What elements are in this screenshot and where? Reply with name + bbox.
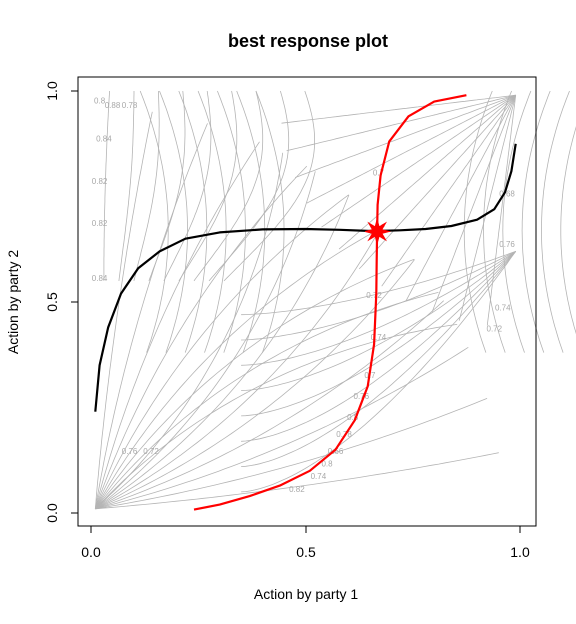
best-response-line-1: [94, 143, 517, 412]
contour-line-34: [163, 90, 212, 282]
contour-line-27: [431, 95, 517, 313]
contour-label-14: 0.8: [347, 413, 359, 422]
contour-line-38: [223, 90, 315, 282]
contour-line-32: [133, 90, 160, 281]
contour-line-56: [241, 251, 516, 417]
contour-line-26: [405, 95, 517, 301]
contour-line-6: [95, 194, 350, 510]
contour-line-7: [95, 171, 316, 510]
contour-line-19: [286, 94, 516, 152]
contour-line-28: [458, 95, 517, 321]
contour-lines: [94, 90, 576, 510]
contour-line-20: [294, 94, 516, 178]
contour-line-43: [217, 90, 246, 353]
contour-line-41: [236, 90, 266, 353]
contour-label-2: 0.78: [122, 101, 138, 110]
contour-line-1: [95, 398, 488, 510]
contour-label-3: 0.84: [96, 135, 112, 144]
contour-line-18: [281, 94, 516, 124]
contour-line-54: [241, 251, 517, 467]
contour-label-1: 0.88: [105, 101, 121, 110]
contour-line-45: [197, 90, 227, 353]
contour-line-21: [306, 94, 516, 204]
contour-line-10: [94, 292, 439, 510]
y-axis: 0.0 0.5 1.0: [44, 81, 78, 523]
contour-line-57: [241, 251, 516, 391]
contour-label-4: 0.82: [92, 177, 108, 186]
contour-label-22: 0.74: [495, 303, 511, 312]
contour-label-20: 0.68: [499, 190, 515, 199]
contour-line-16: [94, 123, 208, 509]
contour-line-8: [95, 152, 284, 510]
contour-line-31: [118, 91, 135, 281]
contour-line-30: [103, 90, 110, 281]
contour-line-33: [148, 90, 186, 282]
contour-line-42: [483, 90, 512, 353]
contour-line-53: [241, 251, 517, 493]
y-tick-label-0: 0.0: [44, 503, 60, 523]
contour-line-13: [94, 194, 349, 509]
contour-label-11: 0.74: [371, 333, 387, 342]
contour-line-4: [95, 259, 415, 510]
contour-line-12: [94, 225, 385, 509]
x-axis-label: Action by party 1: [254, 586, 358, 602]
contour-line-36: [193, 90, 264, 282]
contour-line-39: [255, 90, 285, 353]
contour-label-16: 0.66: [328, 447, 344, 456]
contour-line-44: [502, 90, 532, 353]
contour-line-50: [560, 126, 576, 335]
contour-label-17: 0.8: [321, 460, 333, 469]
y-axis-label: Action by party 2: [5, 250, 21, 354]
contour-line-51: [139, 90, 169, 353]
contour-line-29: [486, 95, 517, 326]
contour-label-18: 0.74: [311, 472, 327, 481]
contour-line-58: [241, 251, 516, 366]
y-tick-label-2: 1.0: [44, 81, 60, 101]
contour-line-49: [159, 90, 188, 353]
contour-line-59: [241, 251, 516, 341]
contour-line-46: [521, 90, 551, 353]
x-tick-label-0: 0.0: [81, 544, 101, 560]
contour-line-3: [95, 300, 444, 510]
contour-line-60: [241, 251, 516, 316]
contour-label-23: 0.72: [487, 325, 503, 334]
x-tick-label-2: 1.0: [510, 544, 530, 560]
equilibrium-star-icon: [364, 217, 392, 246]
x-axis: 0.0 0.5 1.0: [81, 525, 530, 560]
contour-label-5: 0.82: [92, 219, 108, 228]
contour-line-9: [95, 324, 458, 510]
contour-label-13: 0.76: [354, 392, 370, 401]
contour-line-11: [94, 258, 415, 510]
contour-label-10: 0.72: [366, 291, 382, 300]
contour-label-6: 0.84: [92, 274, 108, 283]
contour-line-15: [94, 141, 260, 509]
contour-line-22: [321, 94, 516, 228]
contour-line-47: [178, 90, 208, 353]
contour-line-0: [95, 452, 499, 510]
x-tick-label-1: 0.5: [296, 544, 316, 560]
contour-line-55: [241, 251, 516, 442]
contour-line-25: [381, 94, 517, 287]
best-response-line-2: [193, 94, 467, 511]
contour-line-17: [94, 111, 153, 509]
contour-label-21: 0.76: [499, 240, 515, 249]
contour-labels: 0.8 0.88 0.780.840.820.820.840.76 0.720.70.…: [92, 97, 516, 494]
contour-line-23: [338, 94, 516, 250]
contour-line-2: [95, 346, 469, 510]
contour-label-19: 0.82: [289, 485, 305, 494]
contour-line-24: [358, 94, 516, 270]
contour-label-9: 0.7: [373, 168, 385, 177]
contour-line-37: [208, 90, 290, 282]
y-tick-label-1: 0.5: [44, 292, 60, 312]
contour-line-48: [541, 90, 570, 353]
contour-line-35: [178, 90, 238, 282]
contour-label-7: 0.76: [122, 447, 138, 456]
contour-label-8: 0.72: [143, 447, 159, 456]
contour-label-0: 0.8: [94, 97, 106, 106]
series-lines: [94, 94, 517, 511]
chart-title: best response plot: [228, 31, 388, 51]
